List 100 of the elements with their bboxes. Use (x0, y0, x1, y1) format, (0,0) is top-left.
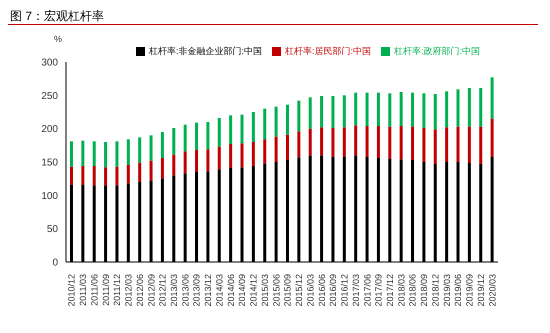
bar (479, 88, 482, 127)
x-tick-label: 2017/06 (362, 274, 372, 307)
bar (240, 114, 244, 144)
bar (195, 150, 198, 172)
x-tick-label: 2013/12 (203, 274, 214, 307)
bar (445, 91, 448, 128)
bar (184, 124, 187, 152)
x-tick-label: 2011/03 (78, 274, 88, 306)
x-tick-label: 2015/09 (282, 274, 293, 307)
bar (490, 118, 494, 157)
bar (400, 92, 403, 126)
x-tick-label: 2010/12 (66, 274, 77, 307)
bar (160, 158, 164, 179)
bar (172, 154, 176, 176)
x-tick-label: 2017/09 (374, 274, 384, 307)
x-tick-label: 2012/12 (158, 274, 168, 307)
x-tick-label: 2014/12 (248, 274, 259, 307)
y-tick-label: 0 (52, 258, 58, 269)
bar (263, 139, 266, 164)
x-tick-label: 2013/06 (180, 274, 190, 307)
bar (445, 127, 448, 162)
x-tick-label: 2020/03 (487, 274, 498, 307)
bar (479, 126, 482, 164)
bar (229, 144, 232, 168)
bar (150, 135, 153, 161)
bar (422, 93, 426, 128)
x-tick-label: 2016/12 (340, 274, 350, 307)
legend-label: 杠杆率:非金融企业部门:中国 (148, 46, 262, 56)
x-tick-label: 2011/12 (112, 274, 122, 306)
bar (456, 89, 460, 127)
bar (366, 126, 369, 157)
bar (92, 141, 96, 166)
x-tick-label: 2014/06 (226, 274, 236, 307)
bar (138, 137, 142, 163)
legend-label: 杠杆率:居民部门:中国 (284, 46, 371, 56)
bar (70, 141, 73, 167)
bar (468, 126, 471, 163)
bar (400, 126, 403, 160)
bar (376, 92, 380, 126)
bar (411, 126, 414, 160)
bar (115, 141, 118, 167)
bar (150, 160, 153, 181)
bar (274, 106, 278, 137)
x-tick-label: 2015/06 (271, 274, 282, 307)
bar (206, 149, 210, 172)
x-tick-label: 2014/09 (237, 274, 248, 307)
x-tick-label: 2012/03 (124, 274, 134, 307)
bar (286, 104, 289, 135)
bar (81, 140, 84, 166)
bar (286, 134, 289, 160)
bar (331, 96, 334, 128)
bar (342, 127, 346, 157)
bar (320, 96, 324, 128)
bar (126, 164, 130, 184)
bar (456, 126, 460, 162)
bar (218, 146, 221, 170)
bar (115, 166, 118, 186)
x-tick-label: 2016/06 (316, 274, 327, 307)
legend-label: 杠杆率:政府部门:中国 (394, 46, 480, 56)
bar (308, 128, 312, 156)
x-tick-label: 2016/03 (305, 274, 316, 307)
x-tick-label: 2016/09 (328, 274, 338, 307)
bar (218, 118, 221, 147)
bar (308, 97, 312, 129)
x-tick-label: 2018/12 (430, 274, 440, 307)
y-tick-label: 100 (41, 190, 58, 202)
bar (92, 166, 96, 186)
x-tick-label: 2011/06 (89, 274, 100, 306)
bar (229, 115, 232, 144)
bar (422, 128, 426, 162)
bar (252, 112, 255, 142)
bar (354, 92, 358, 126)
bar (376, 126, 380, 158)
x-tick-label: 2019/09 (464, 274, 475, 307)
bar (434, 129, 437, 164)
bar (240, 143, 244, 168)
x-tick-label: 2013/09 (192, 274, 202, 307)
bar (331, 128, 334, 157)
bar (388, 93, 392, 127)
x-tick-label: 2019/12 (476, 274, 486, 307)
bar (138, 162, 142, 182)
bar (354, 125, 358, 156)
x-tick-label: 2018/03 (396, 274, 406, 307)
bar (206, 122, 210, 150)
y-tick-label: 200 (41, 124, 58, 136)
bar (274, 136, 278, 162)
x-tick-label: 2017/12 (385, 274, 395, 307)
bar (411, 92, 414, 127)
x-tick-label: 2018/06 (408, 274, 418, 307)
bar (104, 167, 108, 186)
bar (434, 94, 437, 130)
bar (172, 128, 176, 155)
x-tick-label: 2019/06 (453, 274, 464, 307)
y-tick-label: 50 (46, 224, 58, 236)
y-tick-label: 150 (41, 158, 58, 169)
x-tick-label: 2015/03 (260, 274, 270, 307)
y-tick-label: 300 (41, 58, 58, 69)
x-tick-label: 2012/09 (146, 274, 156, 307)
chart-title: 图 7：宏观杠杆率 (8, 8, 538, 25)
x-tick-label: 2019/03 (442, 274, 452, 307)
